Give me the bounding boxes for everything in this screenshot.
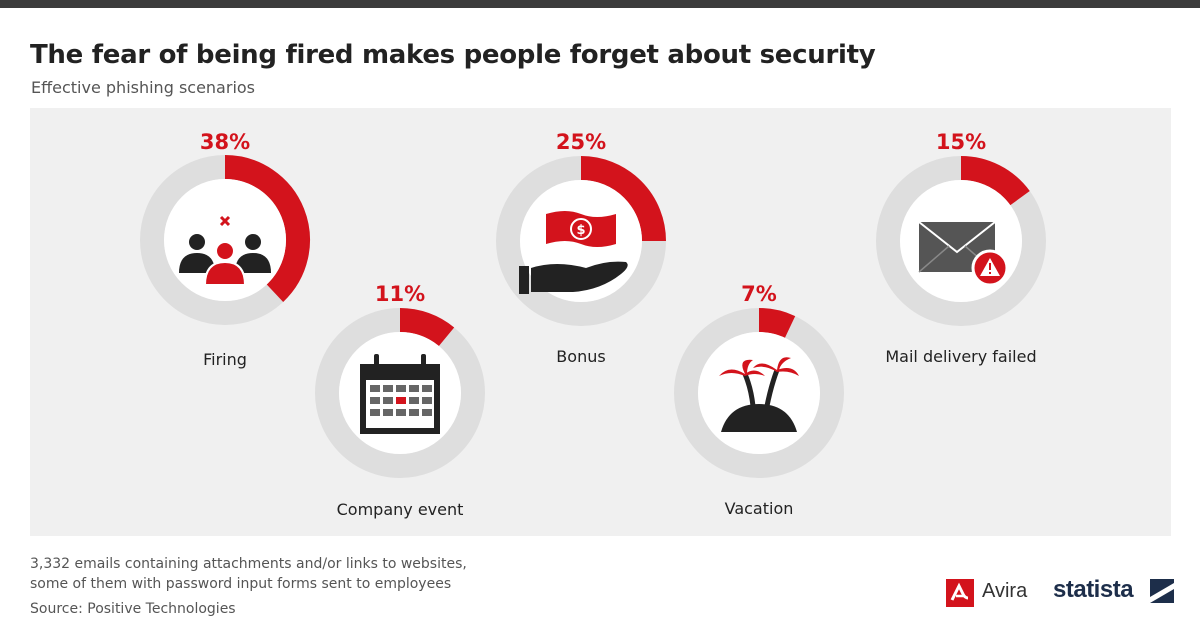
donut-value-arc [758,308,796,339]
avira-logo-mark [946,579,974,607]
top-bar [0,0,1200,8]
category-label-vacation: Vacation [724,499,794,518]
category-label-mail-delivery-failed: Mail delivery failed [885,347,1037,366]
svg-text:$: $ [576,223,585,238]
money-hand-icon: $ [519,211,628,294]
people-fired-icon [179,215,271,286]
footnote-line-1: 3,332 emails containing attachments and/… [30,556,467,572]
donut-center [698,332,820,454]
category-label-firing: Firing [203,350,247,369]
donut-value-arc [399,308,455,347]
calendar-icon [360,354,440,434]
donut-value-arc [224,155,310,302]
category-label-company-event: Company event [336,500,464,519]
source-note: Source: Positive Technologies [30,601,236,617]
value-label-vacation: 7% [741,282,777,306]
footnote-line-2: some of them with password input forms s… [30,576,452,592]
value-label-mail-delivery-failed: 15% [935,130,987,154]
donut-mail-delivery-failed [876,156,1046,326]
category-label-bonus: Bonus [556,347,606,366]
statista-logo-mark [1150,579,1174,603]
donut-vacation [674,308,844,478]
donut-company-event [315,308,485,478]
chart-subtitle: Effective phishing scenarios [31,78,256,97]
donut-value-arc [580,156,666,242]
value-label-company-event: 11% [374,282,426,306]
island-icon [719,357,799,432]
mail-warning-icon [918,221,1009,287]
donut-firing [140,155,310,325]
chart-title: The fear of being fired makes people for… [30,40,876,70]
donut-bonus: $ [496,156,666,326]
value-label-firing: 38% [199,130,251,154]
avira-logo-text: Avira [982,580,1028,602]
value-label-bonus: 25% [555,130,607,154]
statista-logo-text: statista [1053,576,1134,603]
donut-value-arc [960,156,1030,206]
